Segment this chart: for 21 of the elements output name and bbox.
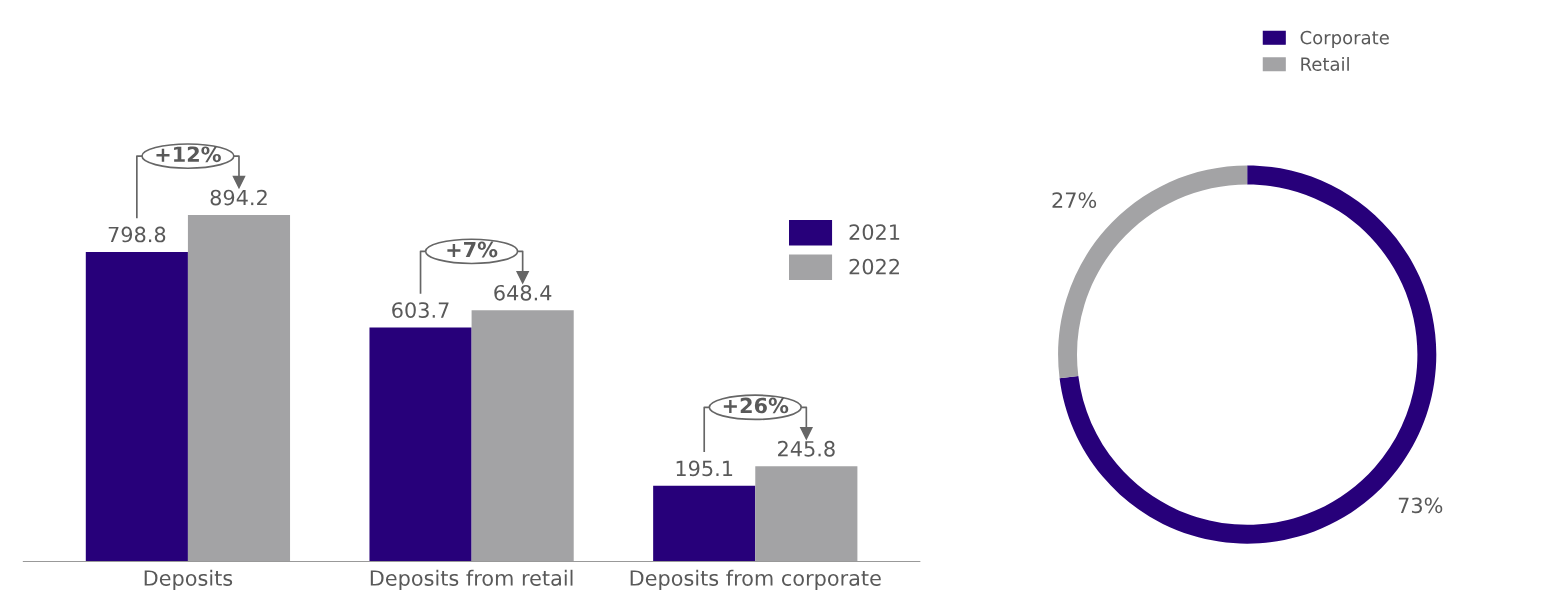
data-label: 798.8: [108, 226, 166, 243]
legend-label: 2021: [849, 224, 900, 240]
data-label: 894.2: [210, 189, 267, 206]
bar: [653, 485, 756, 562]
x-tick-label: Deposits from corporate: [630, 569, 881, 590]
data-label: 245.8: [778, 440, 835, 457]
legend-label: 2022: [849, 258, 899, 275]
data-label: 27%: [1052, 192, 1097, 209]
data-label: 73%: [1398, 497, 1443, 514]
data-label: 603.7: [392, 302, 449, 318]
x-tick-label: Deposits: [144, 569, 233, 590]
data-label: 195.1: [676, 460, 733, 477]
annotation: +7%: [447, 241, 498, 258]
x-tick-label: Deposits from retail: [370, 569, 573, 590]
legend-label: Retail: [1301, 56, 1349, 71]
legend-label: Corporate: [1300, 30, 1389, 48]
annotation: +26%: [723, 397, 789, 414]
bar: [369, 327, 472, 562]
bar: [85, 251, 188, 562]
data-label: 648.4: [494, 284, 552, 301]
annotation: +12%: [156, 146, 221, 163]
